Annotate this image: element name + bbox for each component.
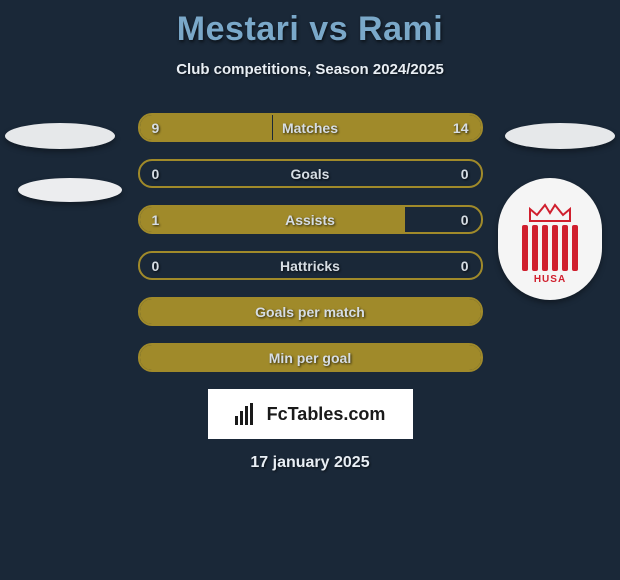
stat-row-goals: 0 Goals 0 [138, 159, 483, 188]
stat-left-value: 1 [152, 212, 160, 228]
date-text: 17 january 2025 [0, 454, 620, 472]
stat-row-goals-per-match: Goals per match [138, 297, 483, 326]
bar-chart-icon [235, 403, 261, 425]
crown-icon [525, 201, 575, 223]
stat-label: Goals [291, 166, 330, 182]
stat-label: Min per goal [269, 350, 351, 366]
player-left-silhouette-head [5, 123, 115, 149]
stat-right-value: 14 [453, 120, 469, 136]
badge-stripes [520, 225, 580, 271]
stat-label: Goals per match [255, 304, 365, 320]
player-right-silhouette-head [505, 123, 615, 149]
stat-label: Assists [285, 212, 335, 228]
brand-box[interactable]: FcTables.com [208, 389, 413, 439]
page-title: Mestari vs Rami [0, 0, 620, 49]
badge-label: HUSA [534, 274, 566, 285]
club-badge: HUSA [498, 178, 602, 300]
stat-row-hattricks: 0 Hattricks 0 [138, 251, 483, 280]
stat-row-assists: 1 Assists 0 [138, 205, 483, 234]
stat-left-value: 0 [152, 258, 160, 274]
comparison-card: Mestari vs Rami Club competitions, Seaso… [0, 0, 620, 580]
stat-fill-left [140, 207, 406, 232]
stat-right-value: 0 [461, 166, 469, 182]
stat-label: Matches [282, 120, 338, 136]
stat-row-min-per-goal: Min per goal [138, 343, 483, 372]
player-left-silhouette-shoulder [18, 178, 122, 202]
stat-right-value: 0 [461, 212, 469, 228]
stat-fill-left [140, 115, 273, 140]
stat-label: Hattricks [280, 258, 340, 274]
stat-left-value: 0 [152, 166, 160, 182]
subtitle: Club competitions, Season 2024/2025 [0, 61, 620, 78]
stat-left-value: 9 [152, 120, 160, 136]
stat-right-value: 0 [461, 258, 469, 274]
stat-row-matches: 9 Matches 14 [138, 113, 483, 142]
brand-text: FcTables.com [267, 404, 386, 425]
